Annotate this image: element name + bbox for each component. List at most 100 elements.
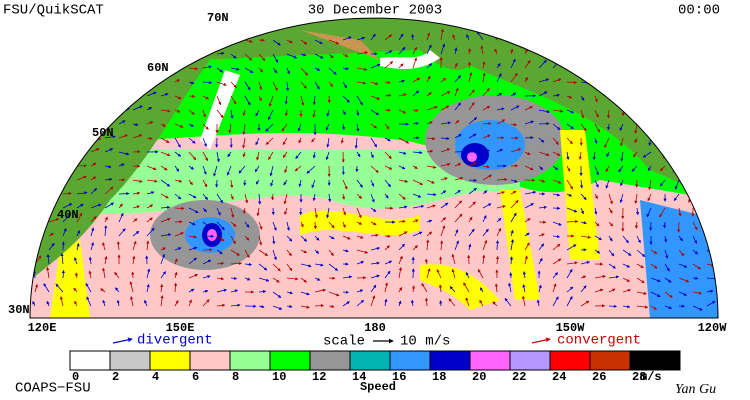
wind-vector	[174, 247, 182, 251]
wind-vector	[242, 137, 246, 149]
wind-vector	[258, 193, 262, 205]
wind-vector	[538, 59, 547, 69]
wind-vector	[440, 121, 452, 125]
wind-vector	[451, 268, 456, 279]
wind-vector	[440, 148, 451, 153]
wind-vector	[524, 106, 533, 111]
wind-vector	[552, 165, 559, 171]
wind-vector	[482, 228, 489, 237]
colorbar-cell	[469, 350, 511, 371]
wind-vector	[495, 240, 500, 251]
wind-vector	[468, 216, 473, 223]
wind-vector	[328, 263, 339, 271]
wind-vector	[580, 179, 584, 189]
wind-vector	[188, 81, 195, 85]
wind-vector	[510, 179, 518, 183]
wind-vector	[606, 151, 610, 158]
divergent-label: divergent	[137, 333, 213, 349]
wind-vector	[76, 212, 83, 223]
wind-vector	[476, 31, 484, 41]
wind-vector	[370, 81, 379, 85]
wind-vector	[272, 249, 277, 261]
wind-vector	[104, 216, 108, 223]
wind-vector	[479, 299, 484, 307]
wind-vector	[326, 137, 330, 148]
wind-vector	[660, 165, 666, 172]
colorbar-cell	[69, 350, 111, 371]
wind-vector	[269, 165, 274, 177]
wind-vector	[62, 228, 67, 237]
wind-vector	[642, 151, 652, 158]
wind-vector	[328, 81, 334, 88]
wind-vector	[636, 277, 645, 284]
wind-vector	[230, 303, 241, 307]
wind-vector	[272, 277, 280, 283]
wind-vector	[482, 122, 492, 126]
wind-vector	[664, 291, 673, 298]
wind-vector	[622, 277, 631, 282]
colorbar-tick-label: 12	[312, 370, 326, 384]
wind-vector	[160, 123, 167, 127]
lon-label: 120E	[28, 321, 57, 335]
wind-vector	[73, 287, 78, 293]
wind-vector	[384, 260, 393, 265]
wind-vector	[524, 59, 531, 69]
wind-vector	[566, 286, 574, 293]
wind-vector	[202, 81, 213, 85]
wind-vector	[426, 219, 433, 223]
wind-vector	[32, 300, 36, 307]
wind-vector	[678, 235, 683, 242]
wind-vector	[410, 299, 415, 307]
wind-vector	[188, 299, 192, 307]
wind-vector	[90, 176, 97, 181]
wind-vector	[412, 219, 419, 223]
wind-vector	[144, 299, 148, 307]
wind-vector	[244, 277, 251, 281]
wind-vector	[536, 299, 540, 307]
wind-vector	[440, 190, 447, 195]
wind-vector	[356, 299, 365, 307]
wind-vector	[496, 227, 502, 237]
wind-vector	[146, 240, 150, 251]
wind-vector	[284, 95, 288, 105]
wind-vector	[552, 234, 561, 239]
wind-vector	[468, 133, 477, 139]
wind-vector	[650, 305, 657, 310]
wind-vector	[482, 149, 491, 153]
wind-vector	[160, 283, 164, 293]
wind-vector	[454, 190, 461, 195]
wind-vector	[265, 137, 274, 145]
wind-vector	[634, 193, 638, 205]
wind-vector	[370, 151, 374, 159]
wind-vector	[538, 109, 551, 114]
wind-vector	[411, 33, 415, 41]
wind-vector	[230, 289, 239, 293]
wind-vector	[594, 109, 599, 118]
wind-vector	[202, 123, 209, 130]
wind-vector	[258, 221, 263, 230]
wind-vector	[130, 296, 134, 307]
wind-vector	[468, 243, 472, 251]
wind-vector	[213, 165, 218, 177]
wind-vector	[398, 109, 407, 114]
wind-vector	[244, 262, 253, 267]
wind-vector	[650, 263, 658, 269]
wind-vector	[494, 283, 498, 293]
wind-vector	[300, 39, 308, 45]
wind-vector	[384, 34, 393, 41]
wind-vector	[605, 165, 610, 173]
wind-vector	[258, 81, 263, 91]
wind-vector	[678, 277, 690, 283]
wind-vector	[664, 305, 673, 309]
wind-vector	[174, 123, 184, 128]
wind-vector	[230, 221, 237, 227]
wind-vector	[314, 288, 327, 293]
colorbar-cell	[149, 350, 191, 371]
wind-vector	[174, 109, 181, 113]
wind-vector	[342, 95, 350, 103]
wind-vector	[76, 191, 88, 195]
wind-vector	[118, 212, 124, 223]
wind-vector	[216, 277, 225, 281]
wind-vector	[439, 300, 443, 307]
colorbar-tick-label: 8	[232, 370, 239, 384]
